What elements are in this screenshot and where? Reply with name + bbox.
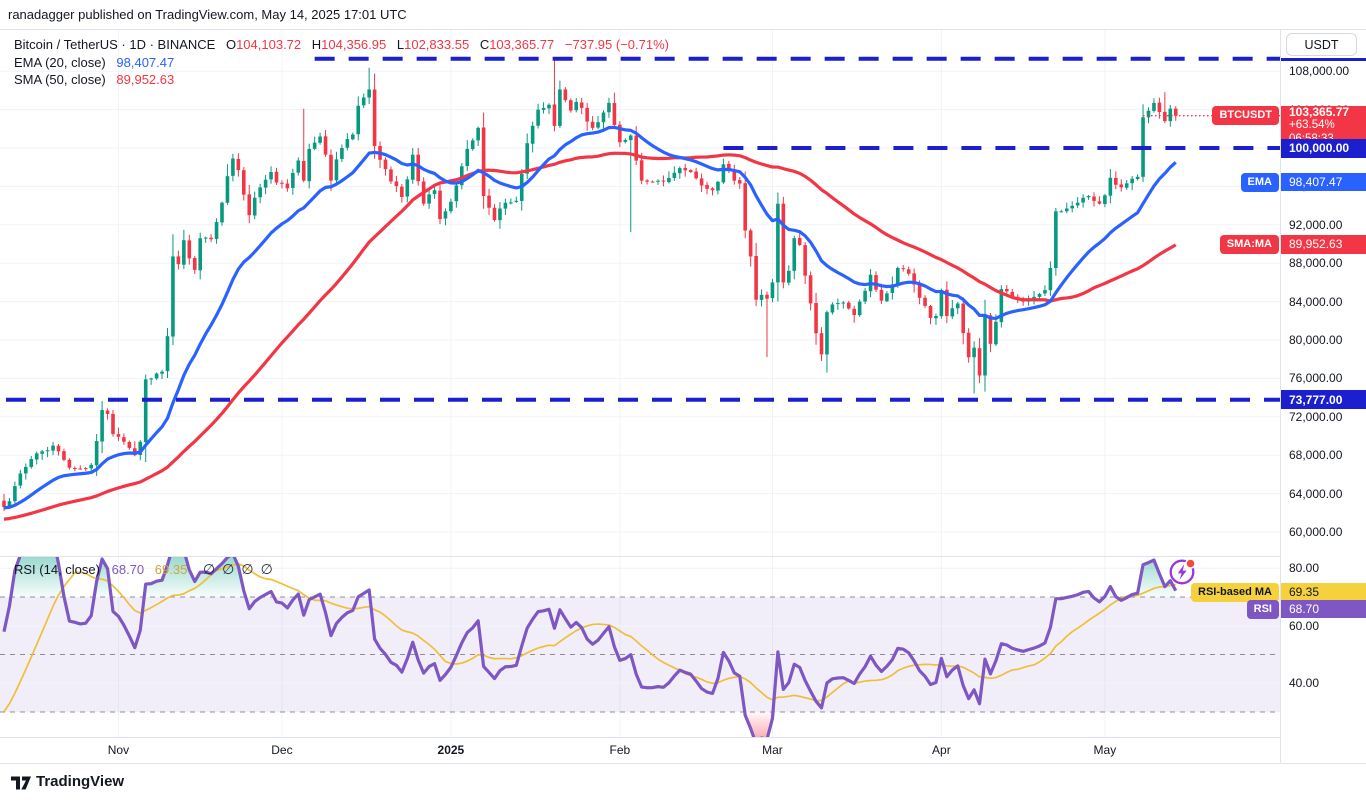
time-axis-label-mar: Mar	[762, 743, 783, 757]
indicator-action-icon[interactable]: ∅	[202, 561, 216, 577]
pane-separator[interactable]	[0, 556, 1366, 557]
open-value: 104,103.72	[236, 37, 302, 52]
rsi-legend[interactable]: RSI (14, close) 68.70 69.35 ∅ ∅ ∅ ∅	[14, 561, 280, 578]
rsi-ma-tag: RSI-based MA	[1191, 582, 1279, 602]
ema-label: EMA (20, close)	[14, 54, 106, 70]
low-value: 102,833.55	[404, 37, 470, 52]
symbol-price-tag: BTCUSDT	[1212, 106, 1279, 126]
indicator-legend[interactable]: Bitcoin / TetherUS · 1D · BINANCE O104,1…	[14, 36, 669, 89]
change-value: −737.95 (−0.71%)	[564, 37, 669, 52]
ema-value: 98,407.47	[116, 54, 175, 70]
ema-legend-row: EMA (20, close) 98,407.47	[14, 54, 669, 72]
attribution-text: ranadagger published on TradingView.com,…	[8, 7, 407, 22]
high-value: 104,356.95	[321, 37, 387, 52]
rsi-ma-value-box: 69.35	[1281, 582, 1366, 601]
price-tick-label: 76,000.00	[1289, 371, 1343, 386]
rsi-value: 68.70	[111, 562, 145, 577]
scale-border	[1280, 30, 1281, 763]
price-tick-label: 68,000.00	[1289, 448, 1343, 463]
price-tick-label: 84,000.00	[1289, 294, 1343, 309]
rsi-tag: RSI	[1246, 600, 1279, 620]
close-value: 103,365.77	[489, 37, 555, 52]
time-axis-label-2025: 2025	[437, 743, 465, 757]
level-100000-box: 100,000.00	[1281, 138, 1366, 158]
sma-label: SMA (50, close)	[14, 72, 106, 87]
sma-value: 89,952.63	[116, 72, 175, 87]
time-axis-label-dec: Dec	[271, 743, 293, 757]
symbol-title: Bitcoin / TetherUS · 1D · BINANCE	[14, 37, 216, 52]
price-tick-label: 64,000.00	[1289, 486, 1343, 501]
ema-value-box: 98,407.47	[1281, 172, 1366, 191]
indicator-action-icon[interactable]: ∅	[241, 561, 254, 577]
price-chart-canvas[interactable]	[0, 30, 1280, 763]
tradingview-logo-icon[interactable]	[10, 773, 32, 793]
time-axis-label-feb: Feb	[609, 743, 631, 757]
sma-tag: SMA:MA	[1219, 234, 1279, 254]
time-axis-label-may: May	[1093, 743, 1117, 757]
rsi-tick-label: 80.00	[1289, 561, 1320, 576]
indicator-action-icon[interactable]: ∅	[222, 561, 235, 577]
time-axis-label-apr: Apr	[932, 743, 951, 757]
price-tick-label: 80,000.00	[1289, 333, 1343, 347]
rsi-tick-label: 40.00	[1289, 676, 1320, 691]
symbol-legend-row: Bitcoin / TetherUS · 1D · BINANCE O104,1…	[14, 37, 669, 52]
price-tick-label: 72,000.00	[1289, 409, 1343, 424]
time-axis-border	[0, 737, 1366, 738]
sma-value-box: 89,952.63	[1281, 234, 1366, 254]
currency-usdt-button[interactable]: USDT	[1286, 33, 1357, 56]
price-tick-label: 92,000.00	[1289, 217, 1343, 232]
time-axis-bottom-border	[0, 763, 1366, 764]
price-tick-label: 88,000.00	[1289, 256, 1343, 271]
sma-legend-row: SMA (50, close) 89,952.63	[14, 71, 669, 89]
price-tick-label: 108,000.00	[1289, 64, 1350, 79]
price-scale[interactable]: USDT 108,000.00104,000.00100,000.0096,00…	[1281, 30, 1366, 763]
rsi-label: RSI (14, close)	[14, 562, 100, 577]
level-73777-box: 73,777.00	[1281, 390, 1366, 410]
ema-tag: EMA	[1240, 173, 1279, 192]
footer-bar: TradingView	[0, 764, 1366, 801]
upper-level-scale-line	[1281, 58, 1366, 61]
rsi-ma-value: 69.35	[154, 562, 188, 577]
indicator-action-icon[interactable]: ∅	[260, 561, 273, 577]
price-tick-label: 60,000.00	[1289, 525, 1343, 539]
tradingview-brand[interactable]: TradingView	[36, 773, 125, 790]
indicator-action-icons[interactable]: ∅ ∅ ∅ ∅	[203, 561, 280, 577]
time-axis-label-nov: Nov	[107, 743, 130, 757]
rsi-tick-label: 60.00	[1289, 618, 1320, 633]
attribution-bar: ranadagger published on TradingView.com,…	[0, 0, 1366, 30]
rsi-value-box: 68.70	[1281, 600, 1366, 618]
boost-lightning-icon[interactable]	[1168, 556, 1202, 590]
notification-dot	[1186, 559, 1195, 568]
